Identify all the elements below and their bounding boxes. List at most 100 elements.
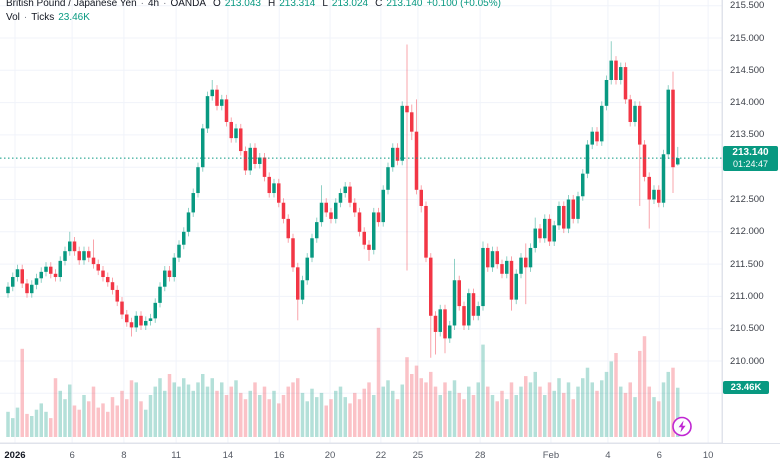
candle-body [410,112,414,132]
volume-bar [115,405,119,437]
volume-bar [547,382,552,437]
candle-body [433,315,438,332]
candle-body [505,260,509,274]
candle-body [443,309,447,339]
volume-bar [552,390,556,437]
candle-body [509,260,514,300]
candle-body [68,241,72,252]
lightning-bolt-glyph [678,420,686,433]
volume-bar [6,411,10,437]
candle-body [633,105,637,122]
ohlc-open-key: O [213,0,221,9]
candle-body [63,251,67,261]
ohlc-close-key: C [375,0,383,9]
volume-bar [39,403,43,437]
candle-body [34,278,39,285]
candle-body [239,128,243,152]
volume-bar [248,390,252,437]
volume-bar [96,407,100,437]
candle-body [486,247,490,268]
symbol-legend-row[interactable]: British Pound / Japanese Yen · 4h · OAND… [6,0,501,10]
time-scale[interactable]: 2026 6 8 11 14 16 20 22 25 28 Feb 4 6 10 [0,443,780,470]
candle-body [44,266,48,272]
volume-bar [182,378,186,437]
ohlc-close-value: 213.140 [386,0,423,9]
candle-body [201,128,205,168]
time-axis-label: 22 [375,450,387,461]
candle-body [224,99,229,122]
volume-bar [300,392,305,437]
candle-body [205,96,210,129]
candle-body [87,251,91,258]
volume-bar [205,386,210,437]
volume-bar [172,382,176,437]
volume-bar [566,382,571,437]
candle-body [106,277,110,283]
time-axis-label: Feb [542,450,560,461]
volume-bar [353,392,357,437]
time-axis-label: 8 [121,450,127,461]
volume-bar [319,392,324,437]
candle-body [547,218,552,242]
candle-body [528,247,533,268]
volume-bar [357,399,362,437]
volume-bar [15,407,20,437]
volume-bar [234,380,238,437]
candle-body [448,325,452,339]
candle-body [623,67,628,100]
candle-body [571,199,575,219]
candle-body [272,183,276,194]
candle-body [424,205,428,258]
volume-legend-row[interactable]: Vol · Ticks 23.46K [6,11,501,24]
candle-body [338,193,343,203]
candle-body [253,147,257,164]
candle-body [419,189,423,206]
legend-separator: · [140,0,144,9]
volume-bar [438,395,442,437]
candle-body [652,189,656,200]
volume-bar [258,395,262,437]
timeframe-label[interactable]: 4h [148,0,160,9]
candle-body [661,154,666,203]
candle-body [376,212,381,223]
volume-bar [571,399,575,437]
volume-bar [134,382,138,437]
price-axis-label: 214.500 [730,64,765,76]
volume-bar [576,386,580,437]
candle-body [291,238,295,268]
candle-body [220,99,224,106]
volume-bar [49,418,53,437]
candle-body [490,251,495,268]
symbol-name[interactable]: British Pound / Japanese Yen [6,0,137,9]
volume-bar [101,403,105,437]
candle-body [210,89,214,97]
volume-bar [433,386,438,437]
candle-body [585,144,590,174]
candle-body [481,247,485,307]
legend-separator: · [163,0,167,9]
time-axis-label: 4 [605,450,611,461]
volume-bar [191,390,195,437]
volume-bar [514,395,518,437]
volume-bar [628,382,632,437]
volume-bar [519,386,523,437]
candle-body [666,89,670,155]
volume-bar [590,382,594,437]
candle-body [562,205,566,229]
indicator-param: Ticks [31,12,55,23]
candle-body [110,282,115,290]
volume-bar [53,378,58,437]
volume-bar [524,376,528,437]
price-scale[interactable]: 215.500 215.000 214.500 214.000 213.500 212.5… [722,0,780,443]
volume-bar [106,411,110,437]
candle-body [277,183,281,203]
volume-bar [609,361,613,437]
volume-bar [343,397,347,437]
candle-body [258,157,262,164]
volume-bar [661,382,666,437]
volume-bar [125,399,129,437]
volume-bar [452,380,457,437]
candle-body [144,320,148,326]
